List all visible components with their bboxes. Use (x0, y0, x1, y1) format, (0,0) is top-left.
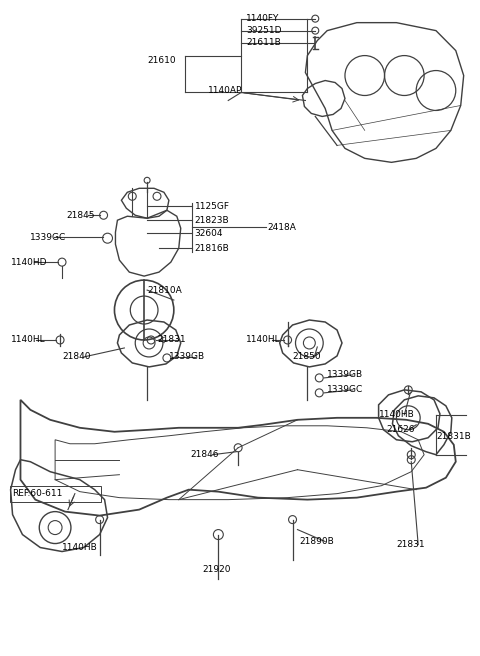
Text: 21840: 21840 (62, 352, 91, 361)
Text: 21611B: 21611B (246, 38, 281, 47)
Text: 1339GB: 1339GB (327, 371, 363, 379)
Text: 21920: 21920 (202, 565, 230, 574)
Text: 21823B: 21823B (194, 216, 229, 225)
Text: 32604: 32604 (194, 229, 223, 237)
Text: 1339GB: 1339GB (169, 352, 205, 361)
Text: REF.60-611: REF.60-611 (12, 489, 63, 498)
Text: 2418A: 2418A (268, 223, 297, 232)
Text: 1125GF: 1125GF (194, 202, 229, 211)
Text: 21626: 21626 (386, 425, 415, 434)
Text: 21816B: 21816B (194, 243, 229, 253)
Text: 1339GC: 1339GC (327, 385, 363, 394)
Text: 21831B: 21831B (436, 432, 471, 441)
Text: 1140HB: 1140HB (379, 410, 414, 419)
Text: 1140AP: 1140AP (208, 86, 243, 95)
Text: 39251D: 39251D (246, 26, 282, 35)
Text: 21610: 21610 (147, 56, 176, 65)
Text: 21831: 21831 (396, 540, 425, 549)
Text: 1140HL: 1140HL (11, 335, 45, 344)
Text: 21850: 21850 (292, 352, 321, 361)
Text: 21810A: 21810A (147, 285, 182, 295)
Text: 1140HL: 1140HL (246, 335, 281, 344)
Text: 1339GC: 1339GC (30, 233, 67, 241)
Text: 21890B: 21890B (300, 537, 334, 546)
Text: 21846: 21846 (191, 450, 219, 459)
Text: 21831: 21831 (157, 335, 186, 344)
Text: 21845: 21845 (66, 211, 95, 220)
Text: 1140FY: 1140FY (246, 14, 279, 23)
Text: 1140HB: 1140HB (62, 543, 98, 552)
Text: 1140HD: 1140HD (11, 258, 47, 266)
